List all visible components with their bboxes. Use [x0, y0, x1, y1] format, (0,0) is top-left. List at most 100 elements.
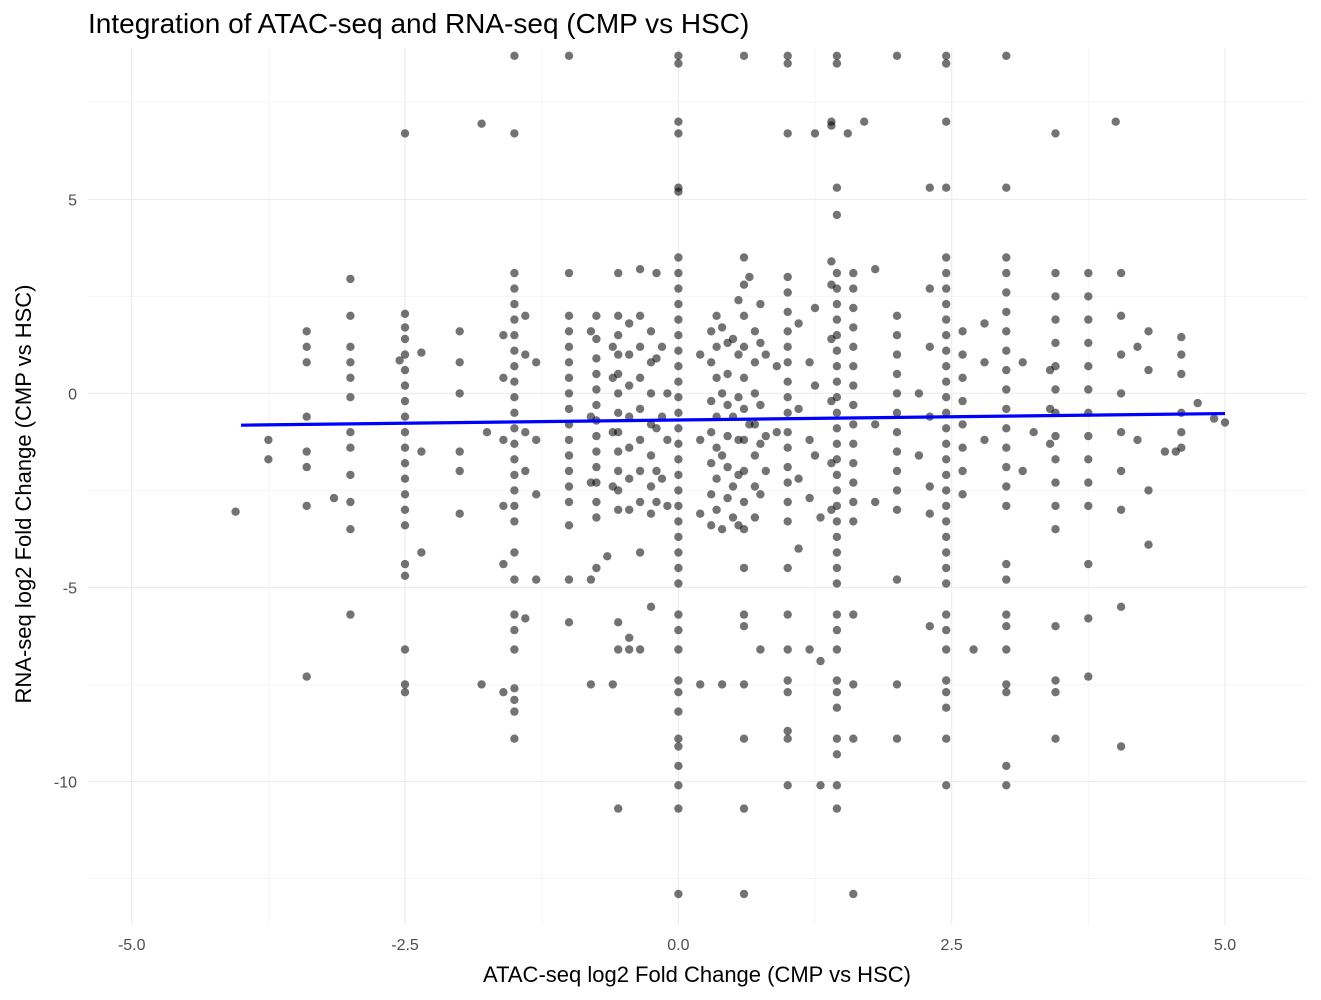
data-point [1002, 645, 1011, 654]
data-point [816, 656, 825, 666]
data-point [892, 331, 902, 340]
data-point [739, 734, 749, 743]
data-point [707, 396, 716, 406]
data-point [499, 435, 508, 445]
data-point [652, 268, 661, 278]
data-point [805, 645, 814, 654]
data-point [674, 532, 683, 542]
data-point [832, 645, 842, 654]
data-point [734, 296, 743, 305]
data-point [849, 400, 858, 410]
data-point [756, 400, 765, 410]
data-point [564, 327, 574, 336]
data-point [892, 369, 902, 379]
data-point [892, 486, 902, 495]
data-point [942, 284, 951, 293]
data-point [510, 470, 519, 480]
data-point [942, 331, 951, 340]
data-point [614, 618, 623, 627]
data-point [1116, 311, 1126, 320]
data-point [1051, 431, 1060, 441]
data-point [674, 676, 683, 685]
data-point [652, 354, 661, 363]
data-point [510, 424, 519, 433]
data-point [892, 51, 902, 60]
data-point [914, 451, 924, 460]
data-point [783, 428, 792, 437]
data-point [564, 575, 574, 584]
data-point [832, 579, 842, 588]
data-point [1051, 385, 1060, 394]
data-point [739, 253, 749, 262]
data-point [346, 443, 355, 452]
data-point [1051, 338, 1060, 348]
data-point [750, 420, 760, 429]
data-point [849, 497, 858, 507]
data-point [849, 680, 858, 689]
data-point [1002, 404, 1011, 414]
data-point [1051, 129, 1060, 138]
data-point [728, 334, 738, 344]
data-point [1084, 559, 1093, 569]
data-point [510, 362, 519, 371]
data-point [783, 377, 792, 386]
data-point [663, 389, 672, 398]
data-point [739, 889, 749, 899]
data-point [657, 342, 667, 351]
data-point [1144, 540, 1153, 549]
data-point [346, 358, 355, 367]
data-point [739, 280, 749, 289]
data-point [712, 311, 721, 320]
data-point [663, 501, 672, 511]
data-point [674, 486, 683, 495]
data-point [942, 253, 951, 262]
data-point [783, 443, 792, 452]
data-point [646, 451, 656, 460]
data-point [400, 323, 410, 332]
data-point [499, 688, 508, 697]
data-point [942, 117, 951, 126]
data-point [592, 311, 601, 320]
data-point [772, 428, 781, 437]
data-point [980, 319, 989, 328]
data-point [635, 373, 645, 382]
x-axis-ticks: -5.0 -2.5 0.0 2.5 5.0 [118, 937, 1236, 954]
data-point [1002, 761, 1011, 771]
data-point [521, 428, 530, 437]
data-point [674, 579, 683, 588]
data-point [510, 695, 519, 705]
data-point [942, 362, 951, 371]
data-point [756, 338, 765, 348]
data-point [1144, 327, 1153, 336]
data-point [510, 315, 519, 324]
data-point [712, 505, 721, 514]
data-point [696, 350, 705, 359]
data-point [832, 284, 842, 293]
data-point [400, 381, 410, 390]
data-point [614, 350, 623, 359]
data-point [717, 323, 727, 332]
data-point [614, 428, 623, 437]
data-point [592, 431, 601, 441]
data-point [739, 404, 749, 414]
data-point [499, 331, 508, 340]
data-point [1177, 332, 1186, 342]
data-point [614, 311, 623, 320]
data-point [723, 369, 732, 379]
data-point [783, 497, 792, 507]
y-tick-label: -10 [54, 774, 77, 791]
data-point [400, 129, 410, 138]
data-point [1002, 462, 1011, 472]
data-point [756, 490, 765, 499]
data-point [592, 354, 601, 363]
data-point [942, 424, 951, 433]
data-point [625, 443, 634, 452]
data-point [564, 268, 574, 278]
data-point [1133, 342, 1142, 351]
data-point [1177, 350, 1186, 359]
data-point [564, 358, 574, 367]
data-point [400, 365, 410, 375]
data-point [1051, 622, 1060, 631]
data-point [849, 303, 858, 313]
data-point [592, 478, 601, 487]
